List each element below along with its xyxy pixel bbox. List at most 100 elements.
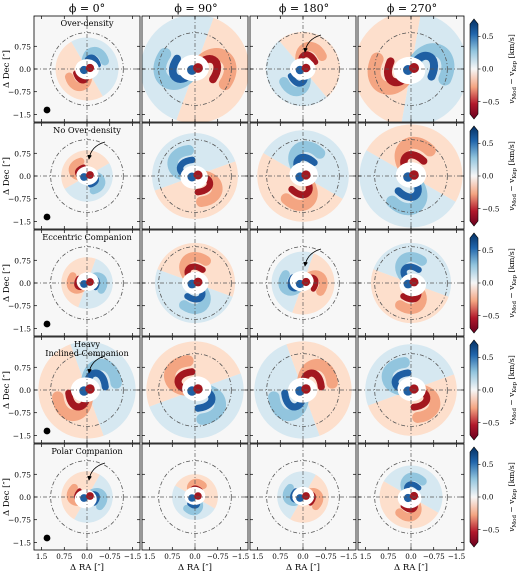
outer-negative-lobe [176, 17, 248, 122]
x-tick-label: 0.0 [405, 552, 417, 561]
velocity-map [250, 444, 356, 550]
x-axis-title: Δ RA [″] [70, 563, 104, 573]
y-axis-title: Δ Dec [″] [2, 157, 12, 195]
y-tick-label: −1.5 [13, 324, 31, 333]
x-axis-title: Δ RA [″] [286, 563, 320, 573]
dashed-guide-circle [374, 246, 448, 320]
y-tick-label: 0.75 [14, 42, 31, 51]
velocity-map [142, 337, 248, 443]
panel-r4-c3 [357, 443, 465, 551]
y-tick-label: 0.0 [19, 279, 31, 288]
panel-r0-c0: Over-density [33, 15, 141, 123]
center-positive [80, 494, 88, 502]
dashed-guide-circle [158, 460, 232, 534]
panel-r3-c0: Heavy Inclined Companion [33, 336, 141, 444]
panel-r0-c2 [249, 15, 357, 123]
colorbar-tick-label: 0.5 [482, 353, 494, 362]
y-tick-label: 0.0 [19, 386, 31, 395]
x-tick-label: 0.75 [56, 552, 72, 561]
colorbar-tick-label: 0.5 [482, 460, 494, 469]
center-negative [193, 277, 203, 287]
dashed-guide-circle [158, 32, 232, 106]
velocity-map [34, 16, 140, 122]
colorbar-label: vMod − vKep [km/s] [507, 355, 518, 425]
y-tick-label: 0.0 [19, 65, 31, 74]
annotation-arrow [87, 141, 106, 160]
panel-r4-c2 [249, 443, 357, 551]
dashed-guide-circle [50, 139, 124, 213]
y-tick-label: 0.75 [14, 470, 31, 479]
row-label: Eccentric Companion [42, 232, 132, 242]
row-label: Heavy Inclined Companion [45, 339, 129, 358]
panel-r3-c1 [141, 336, 249, 444]
panel-r1-c1 [141, 122, 249, 230]
x-tick-label: 0.0 [297, 552, 309, 561]
y-tick-label: −1.5 [13, 538, 31, 547]
colorbar-gradient [469, 232, 479, 334]
row-label: Over-density [61, 18, 114, 28]
colorbar-0: 0.5 0.0 −0.5 vMod − vKep [km/s] [469, 18, 518, 120]
center-positive [80, 173, 88, 181]
y-tick-label: 0.75 [14, 363, 31, 372]
colorbar-2: 0.5 0.0 −0.5 vMod − vKep [km/s] [469, 232, 518, 334]
panel-r2-c1 [141, 229, 249, 337]
beam-ellipse [43, 427, 51, 435]
colorbar-tick-label: −0.5 [482, 97, 500, 106]
center-negative [86, 171, 94, 179]
beam-ellipse [43, 106, 51, 114]
colorbar-tick-label: −0.5 [482, 311, 500, 320]
velocity-map [142, 16, 248, 122]
center-negative [409, 491, 419, 501]
center-negative [86, 278, 94, 286]
outer-flow [142, 16, 248, 122]
velocity-map [358, 230, 464, 336]
velocity-map [358, 444, 464, 550]
colorbar-tick-label: 0.5 [482, 139, 494, 148]
annotation-arrow [303, 248, 322, 267]
center-negative [409, 384, 419, 394]
dashed-guide-circle [266, 353, 340, 427]
y-tick-label: 0.75 [14, 149, 31, 158]
phi-header-1: ϕ = 90° [174, 2, 217, 15]
colorbar-tick-label: 0.0 [482, 172, 494, 181]
x-tick-label: 0.0 [189, 552, 201, 561]
center-negative [301, 277, 311, 287]
dashed-guide-circle [266, 32, 340, 106]
phi-column-headers: ϕ = 0° ϕ = 90° ϕ = 180° ϕ = 270° [69, 2, 437, 15]
panel-r3-c2 [249, 336, 357, 444]
center-negative [193, 170, 203, 180]
colorbar-tick-label: 0.5 [482, 32, 494, 41]
panel-r3-c3 [357, 336, 465, 444]
velocity-map [34, 230, 140, 336]
center-negative [409, 170, 419, 180]
x-tick-label: −0.75 [315, 552, 337, 561]
colorbar-label: vMod − vKep [km/s] [507, 34, 518, 104]
x-tick-label: −0.75 [99, 552, 121, 561]
center-negative [301, 384, 311, 394]
colorbar-tick-label: 0.0 [482, 386, 494, 395]
colorbar-tick-label: −0.5 [482, 418, 500, 427]
y-tick-label: −0.75 [8, 409, 31, 418]
velocity-map [250, 16, 356, 122]
y-tick-label: −0.75 [8, 516, 31, 525]
dashed-guide-circle [266, 139, 340, 213]
center-negative [193, 63, 203, 73]
x-tick-label: −1.5 [448, 552, 466, 561]
colorbar-label: vMod − vKep [km/s] [507, 141, 518, 211]
center-negative [85, 384, 95, 394]
colorbar-gradient [469, 446, 479, 548]
x-tick-label: 1.5 [36, 552, 48, 561]
center-positive [188, 494, 196, 502]
phi-header-2: ϕ = 180° [279, 2, 329, 15]
center-negative [86, 492, 94, 500]
y-axis-title: Δ Dec [″] [2, 50, 12, 88]
panel-r1-c3 [357, 122, 465, 230]
x-tick-label: 0.75 [164, 552, 180, 561]
dashed-guide-circle [158, 353, 232, 427]
y-tick-label: 0.0 [19, 172, 31, 181]
dashed-guide-circle [266, 460, 340, 534]
panel-r4-c1 [141, 443, 249, 551]
beam-ellipse [43, 534, 51, 542]
y-tick-label: 0.0 [19, 493, 31, 502]
